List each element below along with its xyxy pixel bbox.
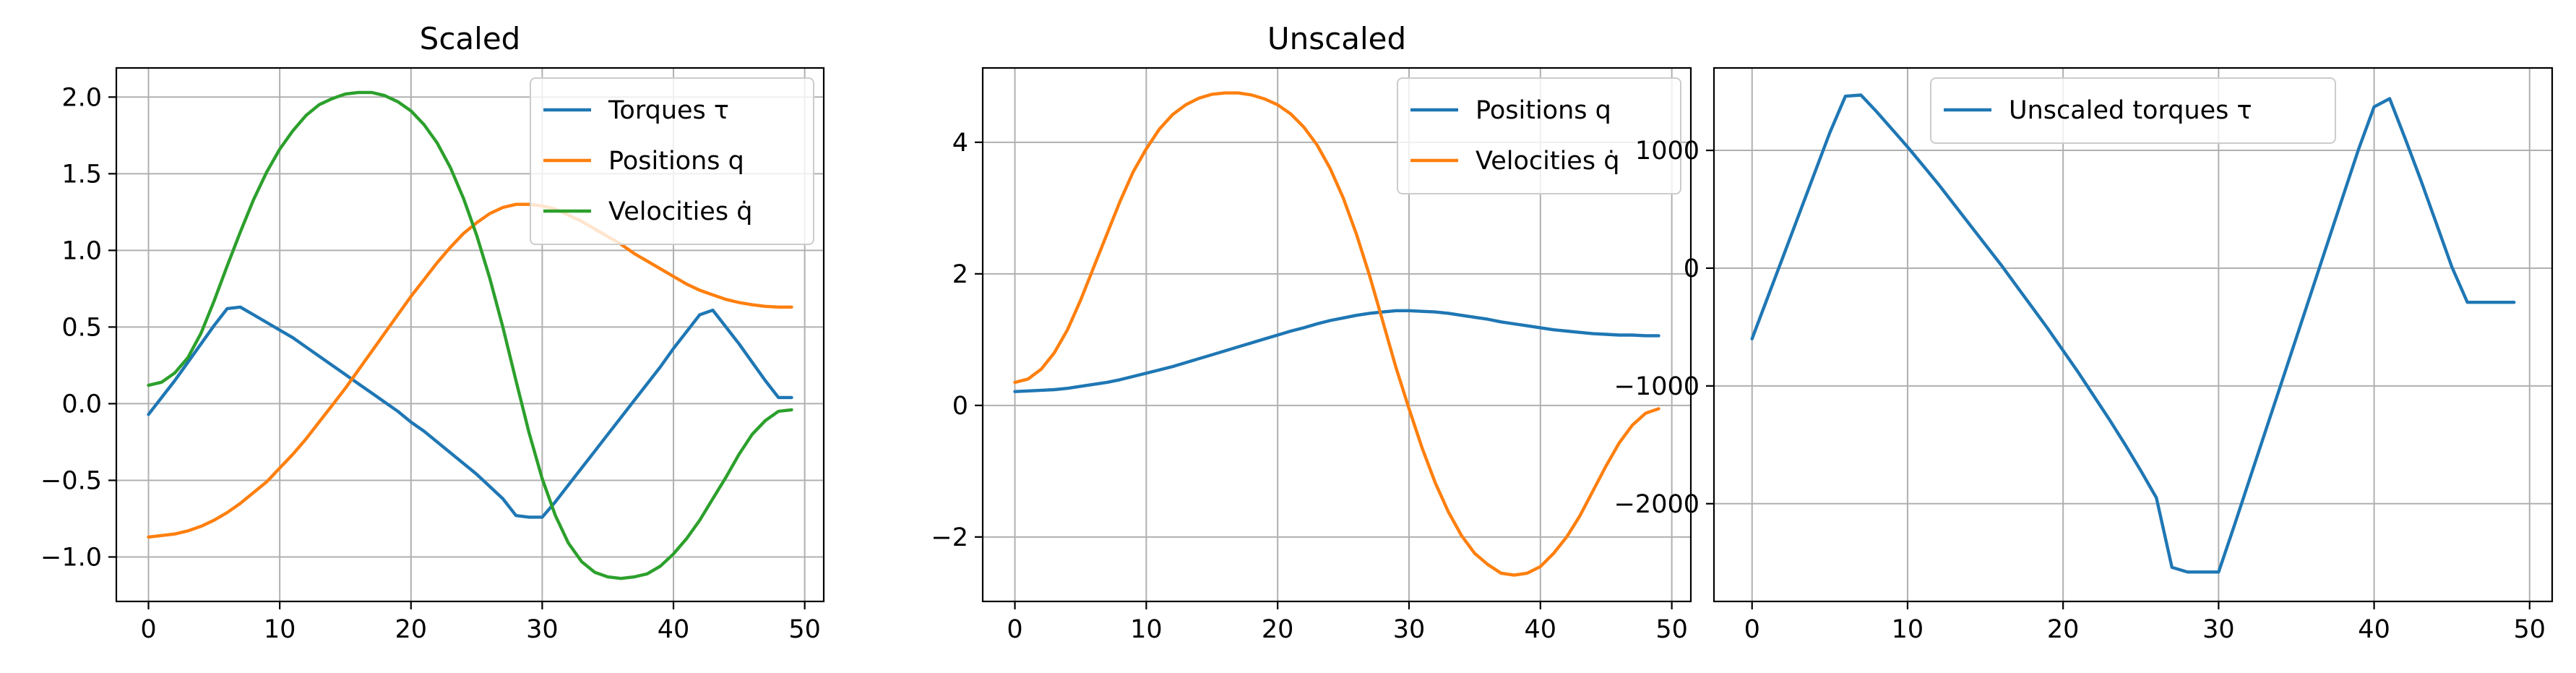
y-tick-label: 0.0 [61, 390, 102, 419]
legend-label: Unscaled torques τ [2009, 96, 2252, 125]
y-tick-label: 1.5 [61, 160, 102, 189]
legend: Torques τ Positions q Velocities q̇ [530, 77, 814, 245]
legend-label: Positions q [608, 147, 744, 176]
x-tick-label: 40 [658, 615, 690, 644]
x-tick-label: 10 [1130, 615, 1163, 644]
series-line-1 [1013, 309, 1660, 393]
legend-box [1397, 77, 1681, 194]
x-tick-label: 10 [264, 615, 296, 644]
axes-frame [981, 67, 1692, 603]
x-tick-label: 20 [1262, 615, 1294, 644]
y-tick-label: −0.5 [40, 466, 102, 495]
x-tick-label: 30 [1393, 615, 1426, 644]
x-tick-label: 0 [140, 615, 156, 644]
x-tick-label: 30 [526, 615, 559, 644]
legend-label: Velocities q̇ [608, 197, 752, 226]
x-tick-label: 0 [1744, 615, 1760, 644]
series-line-2 [1013, 91, 1660, 577]
chart-panel-2: 0 10 20 30 40 50 −2 0 2 4 Unscaled Positions q Veloc… [931, 21, 1692, 644]
y-tick-label: −2000 [1614, 490, 1700, 519]
y-tick-label: 0 [1684, 254, 1700, 283]
x-tick-label: 0 [1007, 615, 1022, 644]
y-tick-label: −1000 [1614, 372, 1700, 401]
x-tick-label: 20 [2047, 615, 2080, 644]
x-tick-label: 40 [2358, 615, 2390, 644]
x-tick-label: 40 [1525, 615, 1557, 644]
series-line-1 [1750, 93, 2516, 574]
chart-panel-1: 0 10 20 30 40 50 −1.0 −0.5 0.0 0.5 1.0 1.5 2.0 Scaled… [40, 21, 825, 644]
x-tick-label: 50 [1655, 615, 1688, 644]
axes-frame [115, 67, 825, 603]
legend-label: Velocities q̇ [1476, 147, 1619, 176]
legend-label: Torques τ [608, 96, 729, 125]
y-tick-label: 0 [952, 392, 968, 421]
legend: Positions q Velocities q̇ [1397, 77, 1681, 194]
legend: Unscaled torques τ [1930, 77, 2336, 144]
y-tick-label: 0.5 [61, 313, 102, 342]
legend-box [1930, 77, 2336, 144]
series-line-1 [147, 305, 793, 519]
y-tick-label: −2 [931, 523, 968, 552]
y-tick-label: 1000 [1635, 137, 1700, 166]
y-tick-label: 2 [952, 260, 968, 289]
y-tick-label: 1.0 [61, 236, 102, 265]
x-tick-label: 50 [788, 615, 821, 644]
x-tick-label: 10 [1892, 615, 1924, 644]
series-line-2 [147, 202, 793, 539]
series-line-3 [147, 90, 793, 580]
x-tick-label: 20 [395, 615, 427, 644]
chart-panel-3: 0 10 20 30 40 50 −2000 −1000 0 1000 Unscaled torqu… [1614, 67, 2554, 644]
y-tick-label: 4 [952, 129, 968, 158]
x-tick-label: 30 [2202, 615, 2235, 644]
x-tick-label: 50 [2514, 615, 2546, 644]
chart-title: Unscaled [1267, 21, 1406, 56]
legend-box [530, 77, 814, 245]
legend-label: Positions q [1476, 96, 1611, 125]
axes-frame [1713, 67, 2554, 603]
chart-title: Scaled [420, 21, 521, 56]
y-tick-label: −1.0 [40, 544, 102, 573]
y-tick-label: 2.0 [61, 83, 102, 112]
